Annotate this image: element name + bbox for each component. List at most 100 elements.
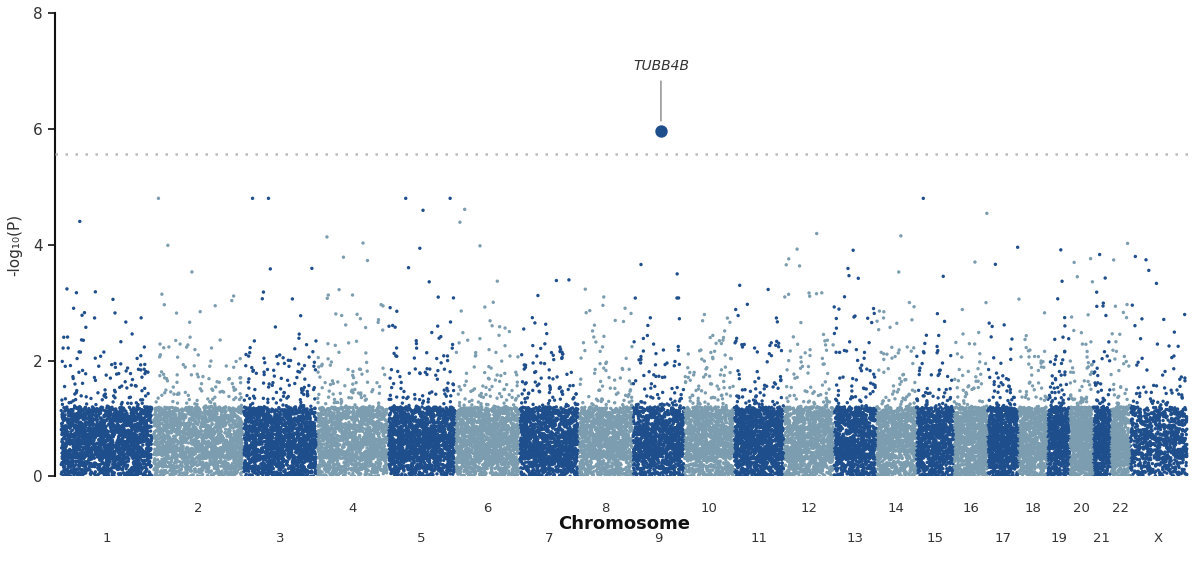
Point	[798, 442, 817, 451]
Point	[1024, 413, 1043, 422]
Point	[694, 461, 713, 470]
Point	[710, 458, 730, 467]
Point	[695, 471, 714, 480]
Point	[883, 428, 902, 437]
Point	[1052, 451, 1072, 460]
Point	[268, 447, 287, 457]
Point	[862, 318, 881, 327]
Point	[94, 451, 113, 461]
Point	[469, 410, 488, 419]
Point	[630, 440, 649, 449]
Point	[422, 428, 442, 437]
Point	[917, 437, 936, 446]
Point	[163, 420, 182, 429]
Point	[460, 467, 479, 476]
Point	[354, 238, 373, 248]
Point	[1010, 410, 1030, 419]
Point	[480, 440, 499, 449]
Point	[596, 400, 616, 409]
Point	[496, 415, 515, 425]
Point	[131, 451, 150, 460]
Point	[270, 418, 289, 428]
Point	[932, 443, 952, 452]
Point	[1075, 462, 1094, 472]
Point	[1049, 431, 1068, 440]
Point	[961, 451, 980, 461]
Point	[1062, 414, 1081, 423]
Point	[557, 462, 576, 471]
Point	[689, 415, 708, 425]
Point	[704, 432, 724, 441]
Point	[131, 418, 150, 428]
Point	[193, 415, 212, 424]
Point	[624, 432, 643, 441]
Point	[92, 432, 112, 442]
Point	[1097, 453, 1116, 462]
Point	[1025, 438, 1044, 447]
Point	[1036, 438, 1055, 447]
Point	[97, 453, 116, 462]
Point	[875, 460, 894, 469]
Point	[522, 452, 541, 461]
Point	[830, 456, 850, 465]
Point	[230, 456, 250, 465]
Point	[224, 386, 244, 395]
Point	[989, 404, 1008, 414]
Point	[707, 465, 726, 475]
Point	[840, 426, 859, 436]
Point	[856, 458, 875, 468]
Point	[580, 405, 599, 414]
Point	[1075, 421, 1094, 430]
Point	[430, 413, 449, 422]
Point	[991, 411, 1010, 420]
Point	[188, 432, 208, 441]
Point	[1025, 440, 1044, 449]
Point	[290, 416, 310, 425]
Point	[784, 447, 803, 456]
Point	[1118, 443, 1138, 453]
Point	[1026, 455, 1045, 464]
Point	[810, 454, 829, 463]
Point	[804, 453, 823, 462]
Point	[977, 424, 996, 433]
Point	[187, 437, 206, 446]
Point	[958, 437, 977, 447]
Point	[590, 417, 610, 426]
Point	[1063, 429, 1082, 438]
Point	[756, 432, 775, 442]
Point	[1151, 400, 1170, 410]
Point	[1012, 426, 1031, 435]
Point	[517, 406, 536, 415]
Point	[719, 438, 738, 447]
Point	[666, 357, 685, 366]
Point	[391, 407, 410, 416]
Point	[432, 426, 451, 436]
Point	[611, 419, 630, 429]
Point	[490, 465, 509, 474]
Point	[732, 439, 751, 449]
Point	[863, 449, 882, 458]
Point	[1070, 467, 1090, 476]
Point	[1157, 451, 1176, 461]
Point	[209, 418, 228, 427]
Point	[643, 433, 662, 443]
Point	[653, 428, 672, 437]
Point	[98, 460, 118, 469]
Point	[528, 381, 547, 390]
Point	[944, 413, 964, 422]
Point	[964, 424, 983, 433]
Point	[1046, 404, 1066, 413]
Point	[716, 456, 736, 465]
Point	[590, 448, 610, 457]
Point	[607, 428, 626, 437]
Point	[964, 461, 983, 470]
Point	[822, 419, 841, 429]
Point	[503, 453, 522, 462]
Point	[852, 418, 871, 428]
Point	[1033, 410, 1052, 419]
Point	[434, 463, 454, 472]
Point	[155, 415, 174, 424]
Point	[568, 411, 587, 421]
Point	[205, 301, 224, 310]
Point	[1063, 444, 1082, 454]
